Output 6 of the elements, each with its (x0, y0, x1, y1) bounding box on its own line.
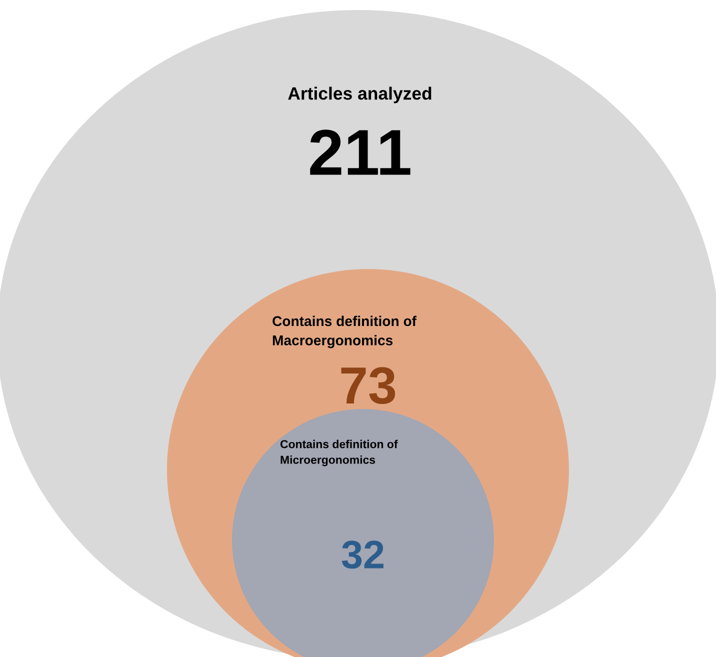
data-label: 211 (310, 130, 410, 175)
data-label: 32 (342, 540, 384, 569)
category-label: Contains definition of Macroergonomics (272, 316, 417, 348)
category-label: Contains definition of Microergonomics (280, 440, 398, 466)
category-label: Articles analyzed (288, 86, 432, 104)
data-label: 73 (341, 367, 396, 404)
